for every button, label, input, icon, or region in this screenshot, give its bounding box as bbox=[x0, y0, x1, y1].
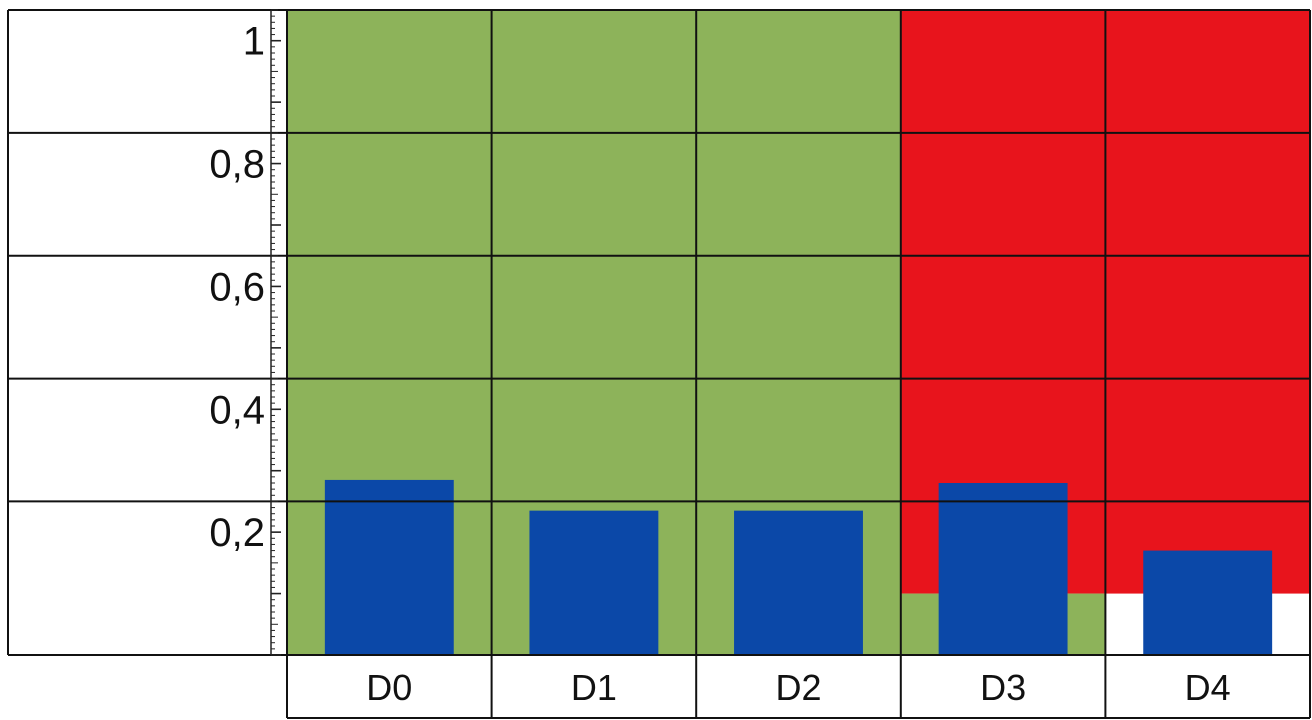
x-tick-label: D0 bbox=[366, 667, 412, 708]
y-tick-label: 0,6 bbox=[209, 265, 265, 309]
y-tick-label: 0,4 bbox=[209, 388, 265, 432]
x-tick-label: D2 bbox=[775, 667, 821, 708]
bar-d1 bbox=[529, 510, 659, 655]
x-tick-label: D1 bbox=[571, 667, 617, 708]
bar-d0 bbox=[324, 479, 454, 655]
x-tick-label: D4 bbox=[1185, 667, 1231, 708]
grid-lines bbox=[7, 9, 1311, 719]
zone-d4-1 bbox=[1105, 10, 1310, 594]
y-tick-label: 1 bbox=[243, 20, 265, 64]
y-axis-ruler bbox=[270, 9, 281, 656]
x-tick-label: D3 bbox=[980, 667, 1026, 708]
bar-d2 bbox=[734, 510, 863, 655]
bar-series bbox=[324, 479, 1273, 655]
axis-labels: 0,2 0,4 0,6 0,8 1 D0 D1 D2 D3 D4 bbox=[209, 20, 1230, 708]
y-tick-label: 0,2 bbox=[209, 511, 265, 555]
y-tick-label: 0,8 bbox=[209, 143, 265, 187]
bar-d4 bbox=[1143, 550, 1273, 655]
bar-d3 bbox=[938, 483, 1068, 655]
